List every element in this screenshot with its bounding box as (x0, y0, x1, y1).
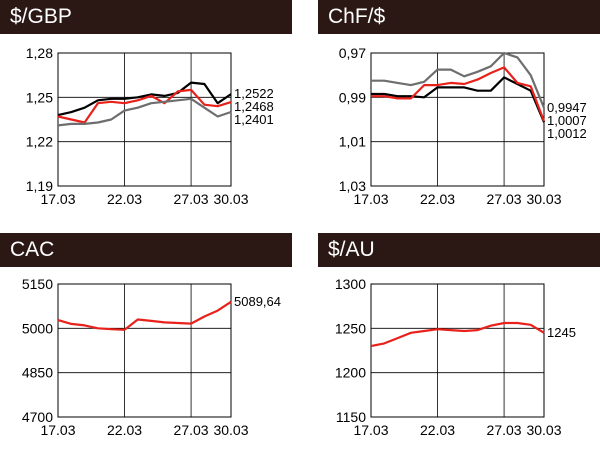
y-tick-label: 1,22 (26, 134, 53, 150)
chart-title-au: $/AU (328, 238, 375, 261)
x-tick-label: 22.03 (107, 422, 142, 438)
y-tick-label: 5000 (22, 320, 53, 336)
chart-header-au: $/AU (318, 233, 600, 267)
x-tick-label: 30.03 (526, 422, 561, 438)
chart-title-cac: CAC (10, 238, 55, 261)
y-tick-label: 1,03 (339, 178, 366, 194)
x-tick-label: 30.03 (213, 422, 248, 438)
chart-title-gbp: $/GBP (10, 5, 72, 28)
y-tick-label: 0,99 (339, 89, 366, 105)
y-tick-label: 1,01 (339, 134, 366, 150)
end-value-label: 1,2468 (234, 99, 274, 114)
chart-cac: 17.03 22.03 27.03 30.03 5150 5000 4850 4700 5089… (22, 276, 281, 438)
x-tick-label: 22.03 (420, 422, 455, 438)
end-value-label: 1,2522 (234, 86, 274, 101)
chart-title-chf: ChF/$ (328, 5, 386, 28)
end-value-label: 1245 (547, 325, 576, 340)
y-tick-label: 1300 (335, 276, 366, 292)
plot-frame (57, 283, 232, 418)
y-tick-label: 1,25 (26, 89, 53, 105)
chart-gbp: 17.03 22.03 27.03 30.03 1,28 1,25 1,22 1,19 1,25… (26, 45, 274, 207)
x-tick-label: 22.03 (420, 191, 455, 207)
chart-au: 17.03 22.03 27.03 30.03 1300 1250 1200 1150 1245 (335, 276, 576, 438)
x-tick-label: 27.03 (487, 422, 522, 438)
y-tick-label: 1,28 (26, 45, 53, 61)
y-tick-label: 0,97 (339, 45, 366, 61)
end-value-label: 0,9947 (547, 100, 587, 115)
y-tick-label: 5150 (22, 276, 53, 292)
x-tick-label: 30.03 (526, 191, 561, 207)
x-tick-label: 17.03 (353, 191, 388, 207)
x-tick-label: 27.03 (174, 422, 209, 438)
end-value-label: 1,0007 (547, 113, 587, 128)
series-line-0 (371, 76, 546, 123)
end-value-label: 1,2401 (234, 112, 274, 127)
series-line-0 (57, 300, 232, 331)
series-line-1 (371, 66, 546, 122)
plot-frame (57, 52, 232, 187)
series-line-0 (57, 81, 232, 117)
x-tick-label: 22.03 (107, 191, 142, 207)
chart-header-gbp: $/GBP (0, 0, 292, 34)
plot-frame (370, 283, 545, 418)
end-value-label: 1,0012 (547, 126, 587, 141)
x-tick-label: 17.03 (40, 191, 75, 207)
series-line-2 (371, 51, 546, 109)
y-tick-label: 1200 (335, 365, 366, 381)
x-tick-label: 17.03 (353, 422, 388, 438)
y-tick-label: 1150 (336, 409, 366, 425)
y-tick-label: 4700 (22, 409, 53, 425)
chart-chf: 17.03 22.03 27.03 30.03 0,97 0,99 1,01 1,03 0,99… (339, 45, 587, 207)
end-value-label: 5089,64 (234, 294, 281, 309)
x-tick-label: 17.03 (40, 422, 75, 438)
x-tick-label: 27.03 (174, 191, 209, 207)
y-tick-label: 1250 (335, 320, 366, 336)
x-tick-label: 27.03 (487, 191, 522, 207)
series-line-1 (57, 88, 232, 124)
y-tick-label: 1,19 (26, 178, 53, 194)
chart-header-cac: CAC (0, 233, 292, 267)
series-line-2 (57, 97, 232, 127)
chart-header-chf: ChF/$ (318, 0, 600, 34)
series-line-0 (370, 321, 545, 348)
x-tick-label: 30.03 (213, 191, 248, 207)
y-tick-label: 4850 (22, 365, 53, 381)
